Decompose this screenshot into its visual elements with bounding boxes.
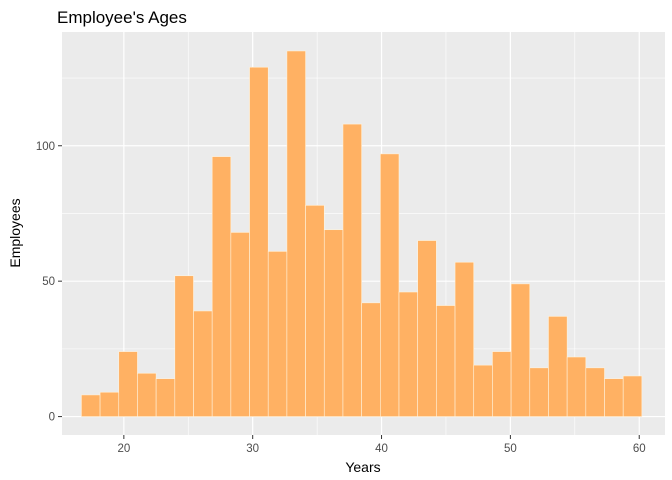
- histogram-bar: [622, 375, 643, 417]
- x-tick-label: 40: [375, 443, 388, 455]
- histogram-bar: [398, 291, 418, 417]
- histogram-bar: [267, 251, 288, 417]
- histogram-bar: [342, 123, 362, 417]
- histogram-bar: [99, 391, 120, 417]
- histogram-bar: [81, 394, 101, 417]
- histogram-bar: [529, 367, 549, 417]
- x-tick-label: 20: [117, 443, 130, 455]
- x-tick-label: 50: [504, 443, 517, 455]
- y-tick-label: 100: [36, 141, 55, 153]
- y-tick-label: 0: [49, 412, 55, 424]
- x-axis: 20 30 40 50 60: [117, 435, 646, 455]
- histogram-bar: [155, 378, 176, 417]
- histogram-bar: [417, 240, 437, 417]
- histogram-bar: [510, 283, 531, 417]
- histogram-bar: [249, 66, 269, 417]
- histogram-bar: [211, 156, 232, 417]
- histogram-bar: [436, 305, 456, 417]
- histogram-bar: [137, 372, 157, 417]
- histogram-bar: [548, 316, 568, 417]
- bars: [81, 50, 643, 417]
- histogram-bar: [473, 364, 493, 417]
- y-tick-label: 50: [42, 276, 55, 288]
- x-axis-title: Years: [345, 459, 380, 475]
- histogram-bar: [361, 302, 381, 417]
- histogram-bar: [193, 310, 213, 417]
- histogram-bar: [174, 275, 194, 417]
- histogram-bar: [454, 261, 475, 417]
- histogram-bar: [323, 229, 344, 417]
- histogram-bar: [585, 367, 605, 417]
- histogram-bar: [492, 351, 512, 417]
- y-axis-title: Employees: [7, 198, 23, 267]
- y-axis: 0 50 100: [36, 141, 62, 424]
- histogram-bar: [230, 232, 250, 417]
- histogram-bar: [286, 50, 306, 417]
- histogram-bar: [305, 205, 325, 417]
- histogram-bar: [118, 351, 138, 417]
- x-tick-label: 60: [633, 443, 646, 455]
- histogram-bar: [604, 378, 624, 417]
- x-tick-label: 30: [246, 443, 259, 455]
- histogram-bar: [380, 153, 400, 417]
- chart-title: Employee's Ages: [57, 8, 187, 27]
- histogram-bar: [566, 356, 587, 417]
